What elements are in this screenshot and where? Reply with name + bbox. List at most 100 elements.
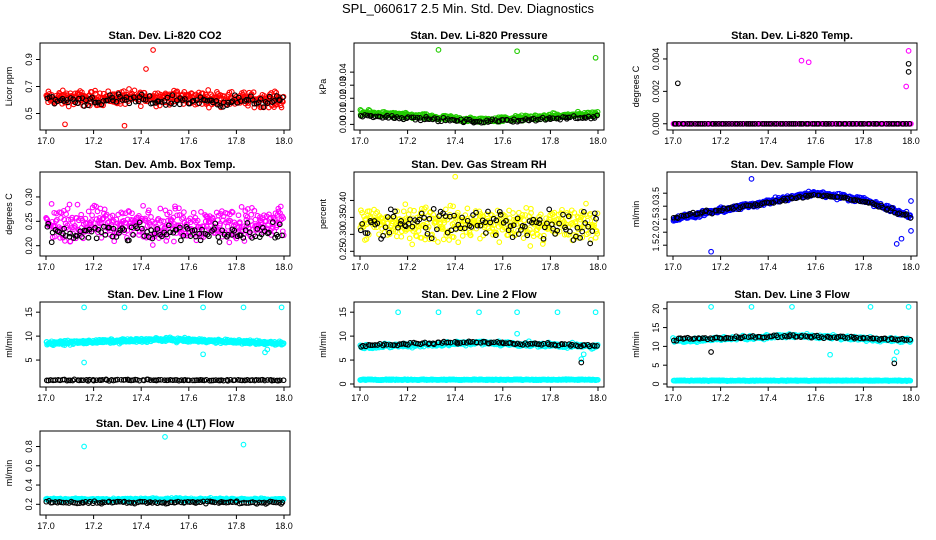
data-point	[521, 217, 527, 224]
data-point	[514, 330, 520, 337]
data-point	[908, 198, 914, 204]
data-point	[898, 235, 905, 242]
y-axis-label: ml/min	[318, 331, 328, 358]
series-red-points	[43, 47, 287, 129]
y-tick-label: 0.30	[338, 226, 348, 244]
x-tick-label: 17.2	[399, 136, 417, 146]
data-point	[81, 304, 87, 311]
x-tick-label: 18.0	[275, 262, 293, 272]
y-tick-label: 15	[24, 307, 34, 317]
data-point	[85, 234, 92, 241]
data-point	[510, 210, 516, 216]
x-tick-label: 17.2	[712, 393, 730, 403]
data-point	[430, 206, 437, 212]
y-tick-label: 0.40	[338, 192, 348, 210]
data-point	[162, 304, 168, 311]
data-point	[459, 233, 466, 239]
data-point	[210, 99, 216, 106]
data-point	[49, 229, 56, 236]
y-axis-label: degrees C	[4, 193, 14, 235]
data-point	[400, 208, 407, 215]
data-point	[131, 87, 138, 94]
data-point	[182, 96, 188, 102]
y-tick-label: 0	[338, 381, 348, 386]
data-point	[393, 233, 400, 240]
data-point	[168, 100, 175, 107]
y-tick-label: 0	[651, 381, 661, 386]
data-point	[271, 88, 278, 95]
data-point	[93, 90, 99, 97]
data-point	[66, 201, 73, 208]
y-tick-label: 15	[651, 323, 661, 333]
data-point	[450, 203, 456, 210]
data-point	[455, 239, 462, 246]
x-tick-label: 17.8	[228, 136, 246, 146]
data-point	[149, 100, 156, 106]
data-point	[905, 304, 912, 310]
data-point	[174, 88, 181, 95]
data-point	[72, 99, 79, 106]
y-tick-label: 3.0	[651, 200, 661, 213]
data-point	[226, 89, 233, 96]
data-point	[89, 94, 95, 101]
y-axis-label: kPa	[318, 79, 328, 95]
data-point	[110, 97, 116, 104]
data-point	[905, 48, 912, 54]
data-point	[789, 304, 795, 310]
y-tick-label: 10	[651, 341, 661, 351]
y-tick-label: 0.000	[651, 112, 661, 135]
data-point	[127, 95, 134, 102]
panel-title: Stan. Dev. Line 1 Flow	[107, 289, 223, 301]
data-point	[121, 122, 128, 129]
x-tick-label: 17.2	[85, 262, 103, 272]
x-tick-label: 18.0	[589, 393, 607, 403]
data-point	[245, 102, 251, 109]
x-tick-label: 17.6	[180, 262, 198, 272]
data-point	[674, 80, 681, 87]
x-tick-label: 17.8	[542, 393, 560, 403]
data-point	[138, 91, 145, 98]
y-tick-label: 5	[24, 358, 34, 363]
data-point	[176, 101, 183, 108]
data-point	[140, 96, 147, 103]
x-tick-label: 17.8	[542, 262, 560, 272]
data-point	[273, 89, 280, 96]
x-tick-label: 18.0	[902, 136, 920, 146]
data-point	[76, 95, 82, 102]
panel-title: Stan. Dev. Li-820 Pressure	[410, 30, 547, 42]
panel-title: Stan. Dev. Li-820 Temp.	[731, 30, 853, 42]
x-tick-label: 18.0	[275, 393, 293, 403]
data-point	[867, 304, 874, 310]
data-point	[276, 97, 283, 104]
data-point	[48, 239, 55, 246]
x-tick-label: 17.4	[132, 262, 150, 272]
x-tick-label: 17.0	[664, 393, 682, 403]
data-point	[748, 176, 755, 182]
data-point	[178, 237, 184, 244]
x-tick-label: 18.0	[275, 136, 293, 146]
data-point	[554, 309, 561, 316]
panel-title: Stan. Dev. Line 3 Flow	[734, 289, 850, 301]
data-point	[113, 98, 120, 105]
data-point	[514, 48, 520, 55]
x-tick-label: 17.0	[351, 262, 369, 272]
y-tick-label: 5	[651, 363, 661, 368]
x-tick-label: 17.4	[446, 262, 464, 272]
data-point	[476, 309, 482, 316]
x-tick-label: 17.2	[399, 262, 417, 272]
y-tick-label: 15	[338, 307, 348, 317]
data-point	[196, 100, 202, 106]
y-tick-label: 10	[24, 331, 34, 341]
y-tick-label: 0.03	[338, 76, 348, 94]
x-tick-label: 17.0	[664, 136, 682, 146]
data-point	[580, 351, 587, 358]
plot-frame	[666, 42, 918, 131]
data-point	[121, 304, 128, 311]
